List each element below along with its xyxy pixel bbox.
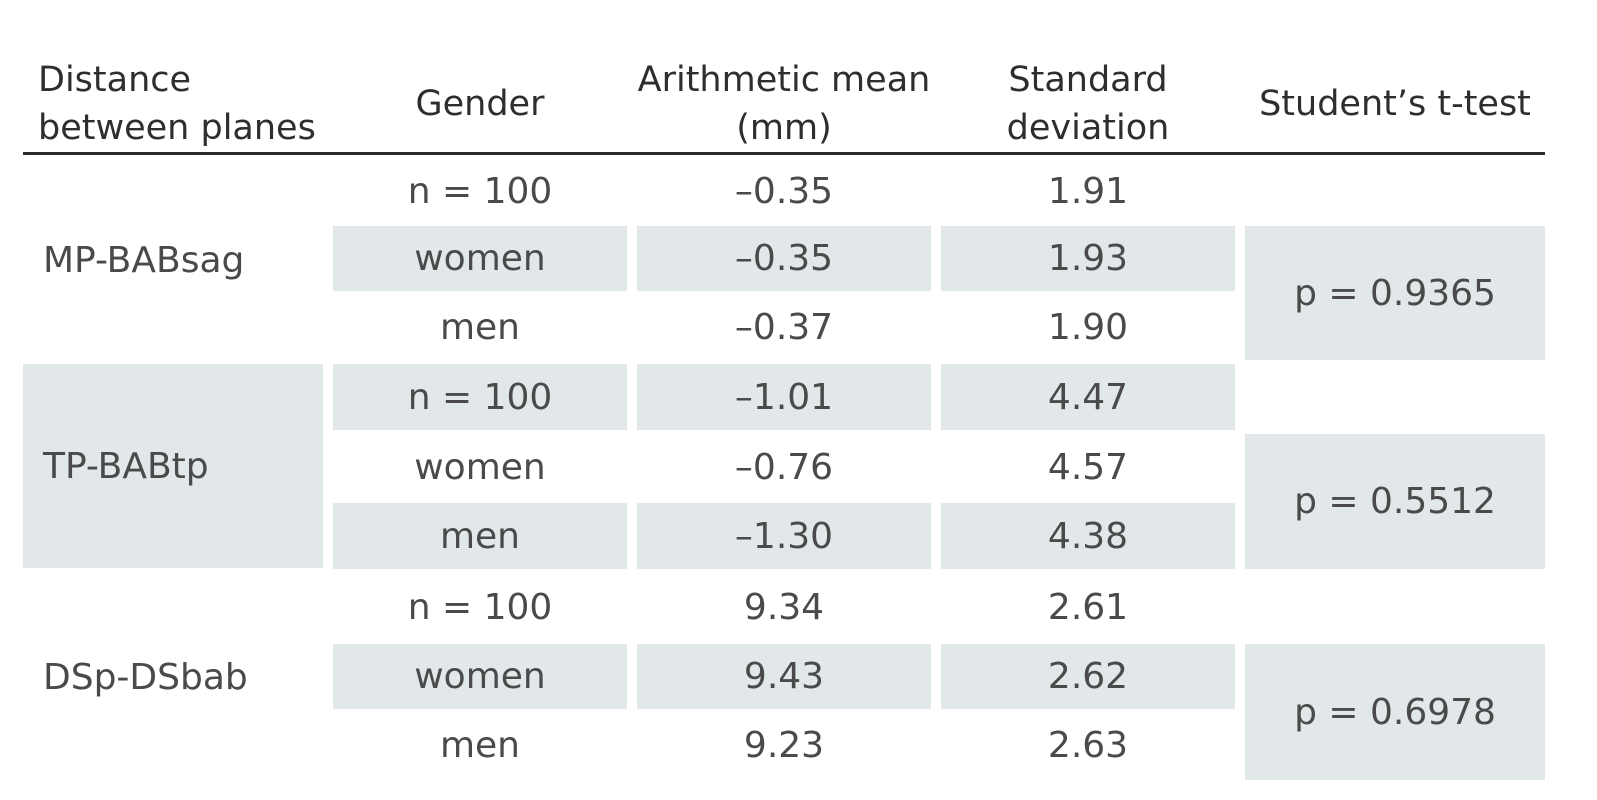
sd-cell: 4.57 [1047,446,1129,488]
mean-cell: –1.01 [637,364,931,430]
ttest-cell: p = 0.6978 [1245,644,1545,780]
mean-cell: 9.34 [743,586,825,628]
gender-cell: n = 100 [407,170,553,212]
header-ttest: Student’s t-test [1259,84,1531,124]
gender-cell: women [414,446,546,488]
group-label: MP-BABsag [43,239,245,281]
gender-cell: n = 100 [333,364,627,430]
gender-cell: men [439,306,521,348]
header-mean: Arithmetic mean (mm) [637,60,931,148]
sd-cell: 1.90 [1047,306,1129,348]
group-label: TP-BABtp [23,364,323,568]
ttest-cell: p = 0.5512 [1245,434,1545,569]
sd-cell: 2.62 [941,644,1235,709]
gender-cell: men [333,503,627,569]
header-rule [23,152,1545,155]
mean-cell: –0.35 [734,170,834,212]
header-sd: Standard deviation [1006,60,1170,148]
sd-cell: 1.93 [941,226,1235,291]
mean-cell: 9.23 [743,724,825,766]
sd-cell: 2.63 [1047,724,1129,766]
sd-cell: 4.47 [941,364,1235,430]
mean-cell: –0.76 [734,446,834,488]
group-label: DSp-DSbab [43,656,248,698]
header-distance: Distance between planes [38,60,316,148]
gender-cell: n = 100 [407,586,553,628]
gender-cell: women [333,644,627,709]
sd-cell: 1.91 [1047,170,1129,212]
gender-cell: women [333,226,627,291]
mean-cell: 9.43 [637,644,931,709]
header-gender: Gender [415,84,545,124]
gender-cell: men [439,724,521,766]
sd-cell: 2.61 [1047,586,1129,628]
sd-cell: 4.38 [941,503,1235,569]
mean-cell: –0.35 [637,226,931,291]
mean-cell: –1.30 [637,503,931,569]
mean-cell: –0.37 [734,306,834,348]
ttest-cell: p = 0.9365 [1245,226,1545,360]
